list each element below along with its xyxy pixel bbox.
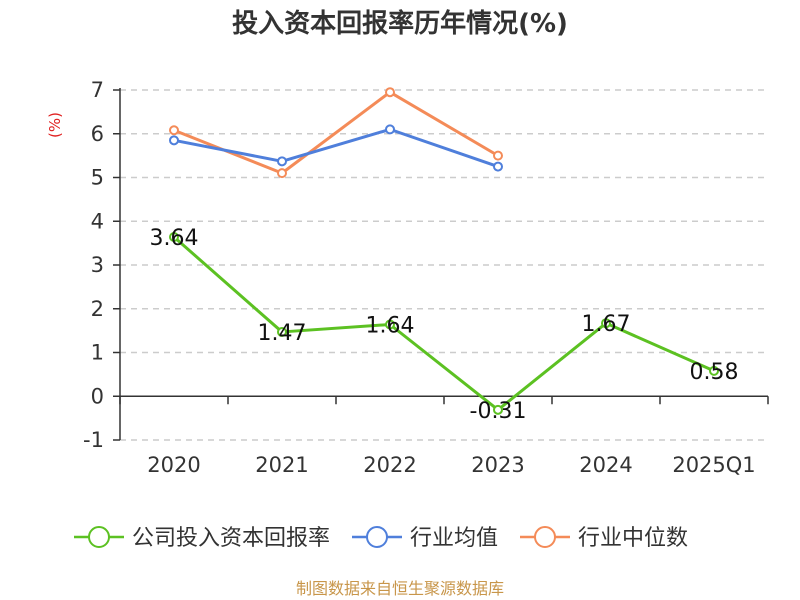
- legend-label: 公司投入资本回报率: [132, 526, 330, 551]
- y-axis-unit: (%): [46, 112, 64, 138]
- source-note: 制图数据来自恒生聚源数据库: [296, 579, 504, 598]
- x-tick-label: 2023: [471, 453, 524, 477]
- data-label: 1.67: [582, 312, 631, 337]
- series-group: [169, 87, 719, 415]
- x-tick-label: 2022: [363, 453, 416, 477]
- y-tick-label: 6: [91, 122, 104, 146]
- legend-item[interactable]: 行业中位数: [520, 526, 688, 551]
- y-tick-label: 2: [91, 297, 104, 321]
- data-point: [493, 150, 503, 161]
- x-axis: 2020 2021 2022 2023 2024 2025Q1: [119, 395, 769, 477]
- data-point: [169, 125, 179, 136]
- x-tick-label: 2024: [579, 453, 632, 477]
- y-tick-label: 0: [91, 384, 104, 408]
- series-line: [173, 235, 715, 412]
- data-point: [277, 168, 287, 179]
- data-point: [169, 232, 179, 242]
- legend-item[interactable]: 公司投入资本回报率: [74, 526, 330, 551]
- data-point: [385, 319, 395, 330]
- x-tick-label: 2020: [147, 453, 200, 477]
- data-point: [493, 404, 503, 415]
- data-point: [385, 124, 395, 135]
- y-tick-label: 3: [91, 253, 104, 277]
- y-tick-label: 7: [91, 78, 104, 102]
- y-tick-label: 5: [91, 166, 104, 190]
- legend[interactable]: 公司投入资本回报率 行业均值 行业中位数: [74, 526, 688, 551]
- data-label: 3.64: [150, 226, 199, 251]
- data-point: [277, 326, 287, 337]
- data-point: [385, 87, 395, 98]
- y-tick-label: 1: [91, 341, 104, 365]
- x-tick-label: 2021: [255, 453, 308, 477]
- legend-marker-icon: [88, 526, 110, 548]
- chart-title: 投入资本回报率历年情况(%): [232, 8, 568, 39]
- y-tick-label: -1: [83, 428, 104, 452]
- y-tick-label: 4: [91, 209, 104, 233]
- data-labels: 3.64 1.47 1.64 -0.31 1.67 0.58: [150, 226, 739, 424]
- series-line: [173, 90, 499, 175]
- data-label: 0.58: [690, 360, 739, 385]
- legend-label: 行业中位数: [578, 526, 688, 551]
- data-label: 1.47: [258, 321, 307, 346]
- data-label: 1.64: [366, 314, 415, 339]
- x-tick-label: 2025Q1: [672, 453, 755, 477]
- data-point: [709, 365, 719, 376]
- legend-marker-icon: [534, 526, 556, 548]
- legend-marker-icon: [366, 526, 388, 548]
- data-point: [169, 135, 179, 146]
- data-point: [601, 318, 611, 329]
- y-axis: 7 6 5 4 3 2 1 0 -1: [83, 78, 121, 452]
- gridlines: [120, 89, 768, 441]
- data-label: -0.31: [470, 399, 527, 424]
- series-line: [173, 127, 499, 168]
- data-point: [277, 156, 287, 167]
- legend-label: 行业均值: [410, 526, 498, 551]
- data-point: [493, 161, 503, 172]
- legend-item[interactable]: 行业均值: [352, 526, 498, 551]
